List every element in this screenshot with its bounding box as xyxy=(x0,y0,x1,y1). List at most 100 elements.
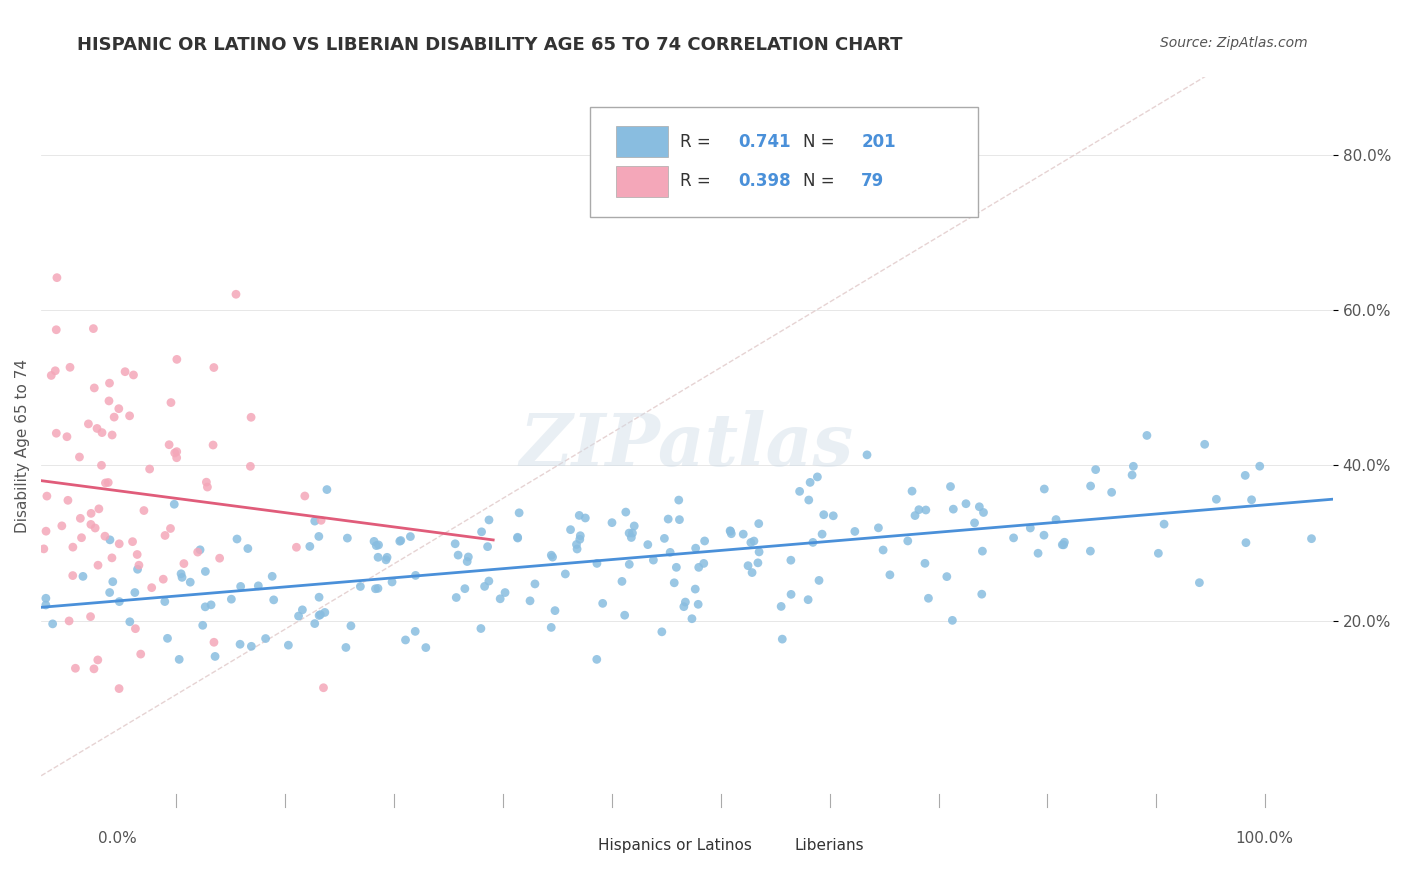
Point xyxy=(128,558,150,573)
Point xyxy=(444,537,467,551)
Point xyxy=(683,582,706,596)
Point xyxy=(813,508,835,522)
Point xyxy=(623,519,645,533)
Point xyxy=(101,574,124,589)
Text: 201: 201 xyxy=(862,133,896,151)
Point xyxy=(1249,459,1271,474)
Point xyxy=(108,537,131,551)
Point xyxy=(225,287,247,301)
Point xyxy=(285,541,308,555)
Point xyxy=(1026,546,1049,560)
Point xyxy=(664,575,686,590)
Point xyxy=(83,662,105,676)
Point xyxy=(489,591,512,606)
Point xyxy=(239,459,262,474)
Point xyxy=(908,502,931,516)
Point xyxy=(748,516,770,531)
Point xyxy=(568,508,591,523)
Point xyxy=(718,524,741,538)
FancyBboxPatch shape xyxy=(591,107,977,218)
Point xyxy=(477,540,499,554)
Point xyxy=(1053,535,1076,549)
Point xyxy=(56,430,79,444)
Point xyxy=(733,527,755,541)
Point xyxy=(294,489,316,503)
Point xyxy=(41,616,63,631)
Point xyxy=(478,513,501,527)
Point xyxy=(375,553,398,567)
Text: HISPANIC OR LATINO VS LIBERIAN DISABILITY AGE 65 TO 74 CORRELATION CHART: HISPANIC OR LATINO VS LIBERIAN DISABILIT… xyxy=(77,36,903,54)
Text: R =: R = xyxy=(681,133,717,151)
Y-axis label: Disability Age 65 to 74: Disability Age 65 to 74 xyxy=(15,359,30,533)
Point xyxy=(844,524,866,539)
Point xyxy=(1147,546,1170,560)
Point xyxy=(173,557,195,571)
Point xyxy=(309,607,332,622)
Point xyxy=(868,521,890,535)
Point xyxy=(1002,531,1025,545)
Point xyxy=(665,560,688,574)
Point xyxy=(166,444,188,458)
Point xyxy=(872,543,894,558)
Point xyxy=(540,620,562,634)
Point xyxy=(94,529,117,543)
Point xyxy=(98,533,121,547)
Point xyxy=(972,506,994,520)
Point xyxy=(308,608,330,623)
FancyBboxPatch shape xyxy=(616,126,668,157)
Point xyxy=(917,591,939,606)
Point xyxy=(808,574,831,588)
Point xyxy=(474,579,496,593)
Point xyxy=(941,613,963,627)
Point xyxy=(170,570,193,584)
Point xyxy=(789,484,811,499)
Point xyxy=(247,579,270,593)
Point xyxy=(118,615,141,629)
Point xyxy=(108,594,131,608)
Point xyxy=(1234,535,1257,549)
Point xyxy=(121,534,143,549)
Point xyxy=(336,531,359,545)
Point xyxy=(287,609,309,624)
Point xyxy=(304,616,326,631)
Point xyxy=(540,548,562,562)
Point xyxy=(742,534,765,549)
Point xyxy=(693,557,716,571)
Point xyxy=(470,622,492,636)
Point xyxy=(747,556,769,570)
Point xyxy=(659,545,682,559)
Point xyxy=(454,582,477,596)
Point xyxy=(586,557,609,571)
Point xyxy=(613,608,636,623)
Text: 0.398: 0.398 xyxy=(738,172,792,190)
Point xyxy=(568,533,591,547)
Point xyxy=(637,538,659,552)
Point xyxy=(619,558,641,572)
Point xyxy=(226,532,249,546)
Point xyxy=(569,529,592,543)
Point xyxy=(298,540,321,554)
Point xyxy=(519,594,541,608)
Point xyxy=(314,606,336,620)
Point xyxy=(170,566,193,581)
Point xyxy=(748,545,770,559)
Point xyxy=(363,534,385,549)
Point xyxy=(107,401,129,416)
Point xyxy=(72,569,94,583)
Point xyxy=(508,506,530,520)
Point xyxy=(163,446,186,460)
Point xyxy=(87,501,110,516)
Point xyxy=(688,597,710,611)
Point xyxy=(471,524,494,539)
Point xyxy=(202,438,225,452)
Point xyxy=(141,581,163,595)
Point xyxy=(942,502,965,516)
Point xyxy=(254,632,277,646)
Point xyxy=(101,550,124,565)
Point xyxy=(129,647,152,661)
Point xyxy=(340,619,363,633)
Point xyxy=(610,574,633,589)
Point xyxy=(194,599,217,614)
Point xyxy=(456,555,478,569)
Point xyxy=(35,598,58,612)
